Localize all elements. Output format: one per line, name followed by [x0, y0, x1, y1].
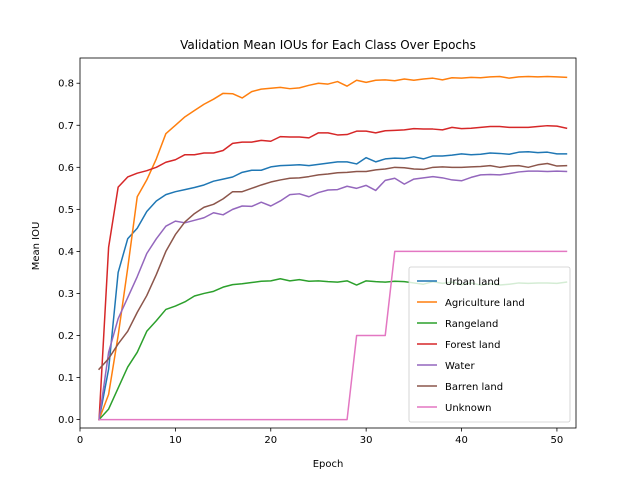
y-tick-label: 0.4 [58, 247, 74, 258]
x-tick-label: 0 [77, 435, 83, 446]
series-line-water [98, 170, 568, 421]
chart-title: Validation Mean IOUs for Each Class Over… [180, 38, 476, 52]
x-tick-label: 50 [551, 435, 564, 446]
series-line-urban-land [98, 151, 568, 421]
y-tick-label: 0.1 [58, 373, 74, 384]
x-tick-label: 30 [360, 435, 373, 446]
x-tick-label: 10 [169, 435, 182, 446]
legend-label-barren-land: Barren land [445, 382, 503, 393]
series-line-unknown [98, 250, 568, 421]
y-tick-label: 0.2 [58, 331, 74, 342]
legend-label-unknown: Unknown [445, 403, 491, 414]
legend-label-water: Water [445, 361, 475, 372]
legend-label-forest-land: Forest land [445, 340, 500, 351]
legend-label-agriculture-land: Agriculture land [445, 298, 525, 309]
y-axis-label: Mean IOU [31, 222, 42, 271]
series-line-forest-land [98, 124, 568, 421]
legend-box [408, 266, 571, 423]
y-tick-label: 0.3 [58, 289, 74, 300]
x-axis-label: Epoch [313, 459, 344, 470]
y-tick-label: 0.7 [58, 121, 74, 132]
x-tick-label: 40 [455, 435, 468, 446]
series-line-barren-land [98, 162, 568, 371]
plot-frame [79, 57, 577, 429]
y-tick-label: 0.5 [58, 205, 74, 216]
axes: 0 10 20 30 40 50 0.0 0.1 0.2 0.3 0.4 0.5 0.6 0.7 0.8 [58, 57, 577, 446]
legend: Urban land Agriculture land Rangeland Fores… [408, 266, 571, 423]
y-tick-label: 0.6 [58, 163, 74, 174]
legend-label-urban-land: Urban land [445, 277, 500, 288]
series-line-agriculture-land [98, 75, 568, 421]
plot-area [98, 75, 568, 421]
legend-label-rangeland: Rangeland [445, 319, 498, 330]
x-tick-label: 20 [264, 435, 277, 446]
y-tick-label: 0.0 [58, 415, 74, 426]
y-tick-label: 0.8 [58, 79, 74, 90]
